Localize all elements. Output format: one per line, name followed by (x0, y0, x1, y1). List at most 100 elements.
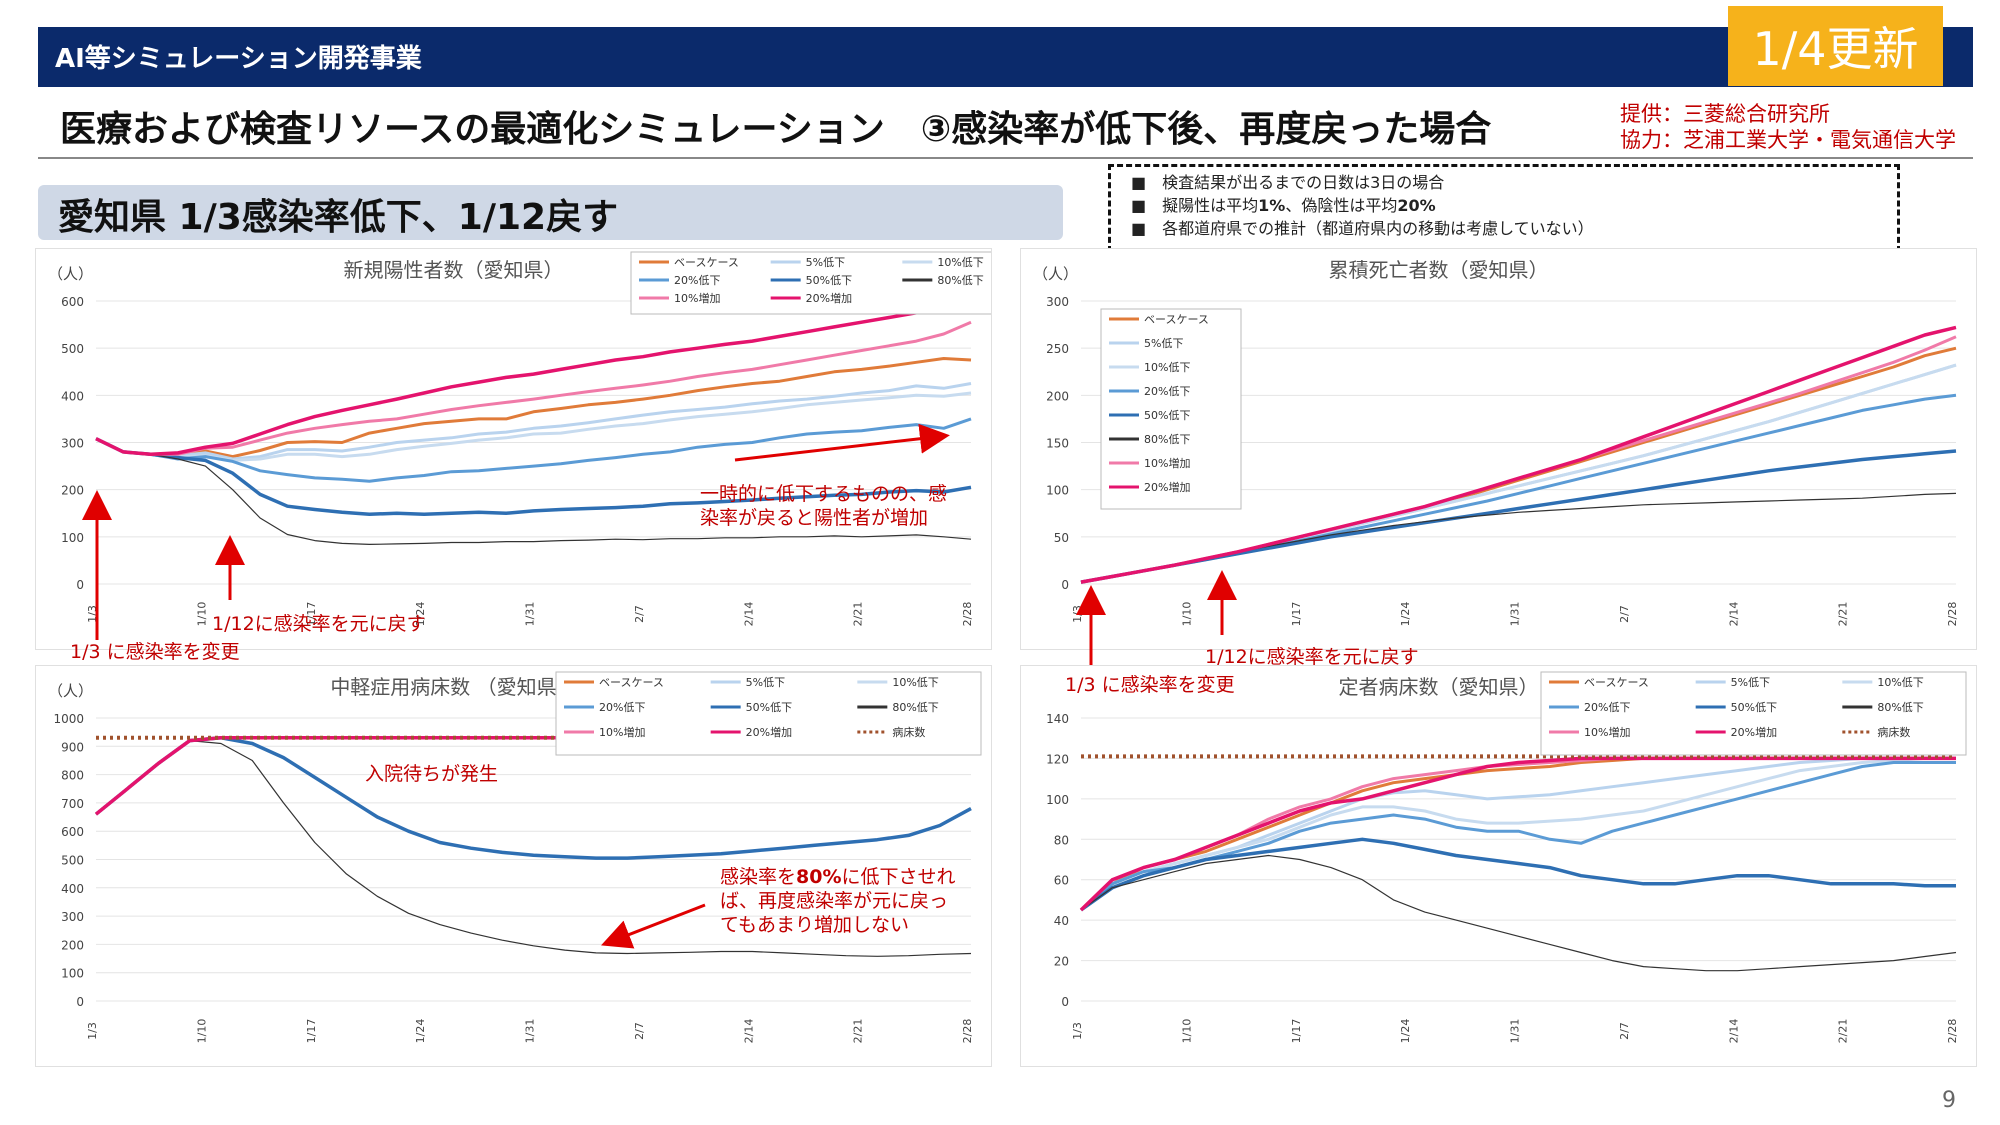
y-tick-label: 200 (61, 938, 84, 952)
series-line-base (95, 357, 972, 459)
y-tick-label: 80 (1054, 833, 1069, 847)
legend-label: 5%低下 (746, 676, 785, 689)
x-tick-label: 2/21 (1837, 602, 1850, 627)
legend-label: 20%低下 (599, 701, 645, 714)
legend-label: 10%低下 (1144, 361, 1190, 374)
legend-label: 20%低下 (1144, 385, 1190, 398)
legend-label: 20%低下 (1584, 701, 1630, 714)
axis-unit: （人） (48, 682, 93, 700)
y-tick-label: 200 (61, 484, 84, 498)
y-tick-label: 0 (1061, 578, 1069, 592)
y-tick-label: 600 (61, 295, 84, 309)
x-tick-label: 1/17 (1290, 1019, 1303, 1044)
x-tick-label: 2/7 (1618, 605, 1631, 623)
x-tick-label: 1/3 (1071, 1022, 1084, 1040)
y-tick-label: 40 (1054, 914, 1069, 928)
y-tick-label: 300 (1046, 295, 1069, 309)
y-tick-label: 50 (1054, 531, 1069, 545)
y-tick-label: 1000 (53, 712, 84, 726)
x-tick-label: 1/10 (195, 1019, 208, 1044)
series-line-d20 (1080, 761, 1956, 912)
series-line-d80 (1080, 854, 1957, 972)
chart-panel-severe-beds: 定者病床数（愛知県） 0 20 40 60 80 100 120 140 1/3 1/10 1/17 1… (1020, 665, 1977, 1067)
x-tick-label: 1/24 (414, 602, 427, 627)
series-line-i10 (95, 320, 972, 456)
series-line-d10 (1080, 756, 1956, 912)
x-tick-label: 2/7 (633, 1022, 646, 1040)
y-tick-label: 140 (1046, 712, 1069, 726)
legend-label: 20%増加 (1731, 726, 1777, 739)
series-line-i20 (95, 292, 972, 457)
legend-label: ベースケース (1144, 313, 1209, 326)
y-tick-label: 100 (1046, 793, 1069, 807)
x-tick-label: 1/17 (305, 1019, 318, 1044)
y-tick-label: 400 (61, 389, 84, 403)
y-tick-label: 20 (1054, 955, 1069, 969)
series-line-d80 (95, 438, 972, 545)
legend-label: 50%低下 (1144, 409, 1190, 422)
credit-provider: 提供：三菱総合研究所 (1620, 102, 1830, 126)
legend-label: 80%低下 (892, 701, 938, 714)
y-tick-label: 250 (1046, 342, 1069, 356)
legend-label: 80%低下 (1144, 433, 1190, 446)
series-line-d80 (95, 739, 972, 957)
legend-label: 50%低下 (806, 274, 852, 287)
assumption-item: ■ 擬陽性は平均1%、偽陰性は平均20% (1131, 196, 1436, 215)
chart-severe-beds: 定者病床数（愛知県） 0 20 40 60 80 100 120 140 1/3 1/10 1/17 1… (1046, 671, 1967, 1044)
x-tick-label: 1/17 (1290, 602, 1303, 627)
x-tick-label: 2/14 (1727, 1019, 1740, 1044)
note-change-tr: 1/3 に感染率を変更 (1065, 674, 1235, 696)
x-tick-label: 2/7 (1618, 1022, 1631, 1040)
x-tick-label: 2/28 (1946, 1019, 1959, 1044)
series-line-d20 (95, 417, 972, 483)
legend-label: 20%増加 (746, 726, 792, 739)
x-tick-label: 1/10 (1180, 602, 1193, 627)
x-tick-label: 2/21 (852, 1019, 865, 1044)
y-tick-label: 0 (1061, 995, 1069, 1009)
note-80pct-bl: 感染率を80%に低下させれば、再度感染率が元に戻ってもあまり増加しない (720, 866, 956, 936)
legend-label: ベースケース (1584, 676, 1649, 689)
credit-cooperation: 協力：芝浦工業大学・電気通信大学 (1620, 128, 1956, 152)
y-tick-label: 800 (61, 769, 84, 783)
y-tick-label: 600 (61, 825, 84, 839)
legend-label: 10%低下 (937, 256, 983, 269)
project-label: AI等シミュレーション開発事業 (55, 44, 422, 74)
x-tick-label: 2/28 (961, 602, 974, 627)
legend-label: 80%低下 (1877, 701, 1923, 714)
axis-unit: （人） (1033, 265, 1078, 283)
arrow-note-bl (601, 903, 706, 949)
series-line-d50 (94, 736, 972, 860)
page-title: 医療および検査リソースの最適化シミュレーション ③感染率が低下後、再度戻った場合 (60, 109, 1492, 150)
x-tick-label: 1/31 (1509, 602, 1522, 627)
legend-box (555, 671, 982, 756)
y-tick-label: 150 (1046, 437, 1069, 451)
legend-label: 10%増加 (1144, 457, 1190, 470)
y-tick-label: 500 (61, 854, 84, 868)
x-tick-label: 2/28 (961, 1019, 974, 1044)
legend-label: ベースケース (674, 256, 739, 269)
y-tick-label: 60 (1054, 874, 1069, 888)
legend-box (1540, 671, 1967, 756)
legend-label: 20%増加 (806, 292, 852, 305)
y-tick-label: 0 (76, 995, 84, 1009)
y-tick-label: 100 (1046, 484, 1069, 498)
note-restore-tl: 1/12に感染率を元に戻す (212, 613, 426, 635)
y-tick-label: 300 (61, 910, 84, 924)
assumption-item: ■ 検査結果が出るまでの日数は3日の場合 (1131, 173, 1445, 192)
x-tick-label: 1/31 (1509, 1019, 1522, 1044)
series-line-d50 (1079, 837, 1956, 912)
y-tick-label: 300 (61, 437, 84, 451)
x-tick-label: 1/31 (524, 1019, 537, 1044)
series-line-i20 (1079, 756, 1956, 912)
x-tick-label: 1/10 (195, 602, 208, 627)
note-increase-tl: 一時的に低下するものの、感染率が戻ると陽性者が増加 (700, 483, 948, 529)
legend-label: 10%低下 (892, 676, 938, 689)
x-tick-label: 2/14 (742, 1019, 755, 1044)
x-tick-label: 2/21 (852, 602, 865, 627)
x-tick-label: 2/28 (1946, 602, 1959, 627)
y-tick-label: 400 (61, 882, 84, 896)
legend-box (630, 251, 1012, 315)
x-tick-label: 1/17 (305, 602, 318, 627)
